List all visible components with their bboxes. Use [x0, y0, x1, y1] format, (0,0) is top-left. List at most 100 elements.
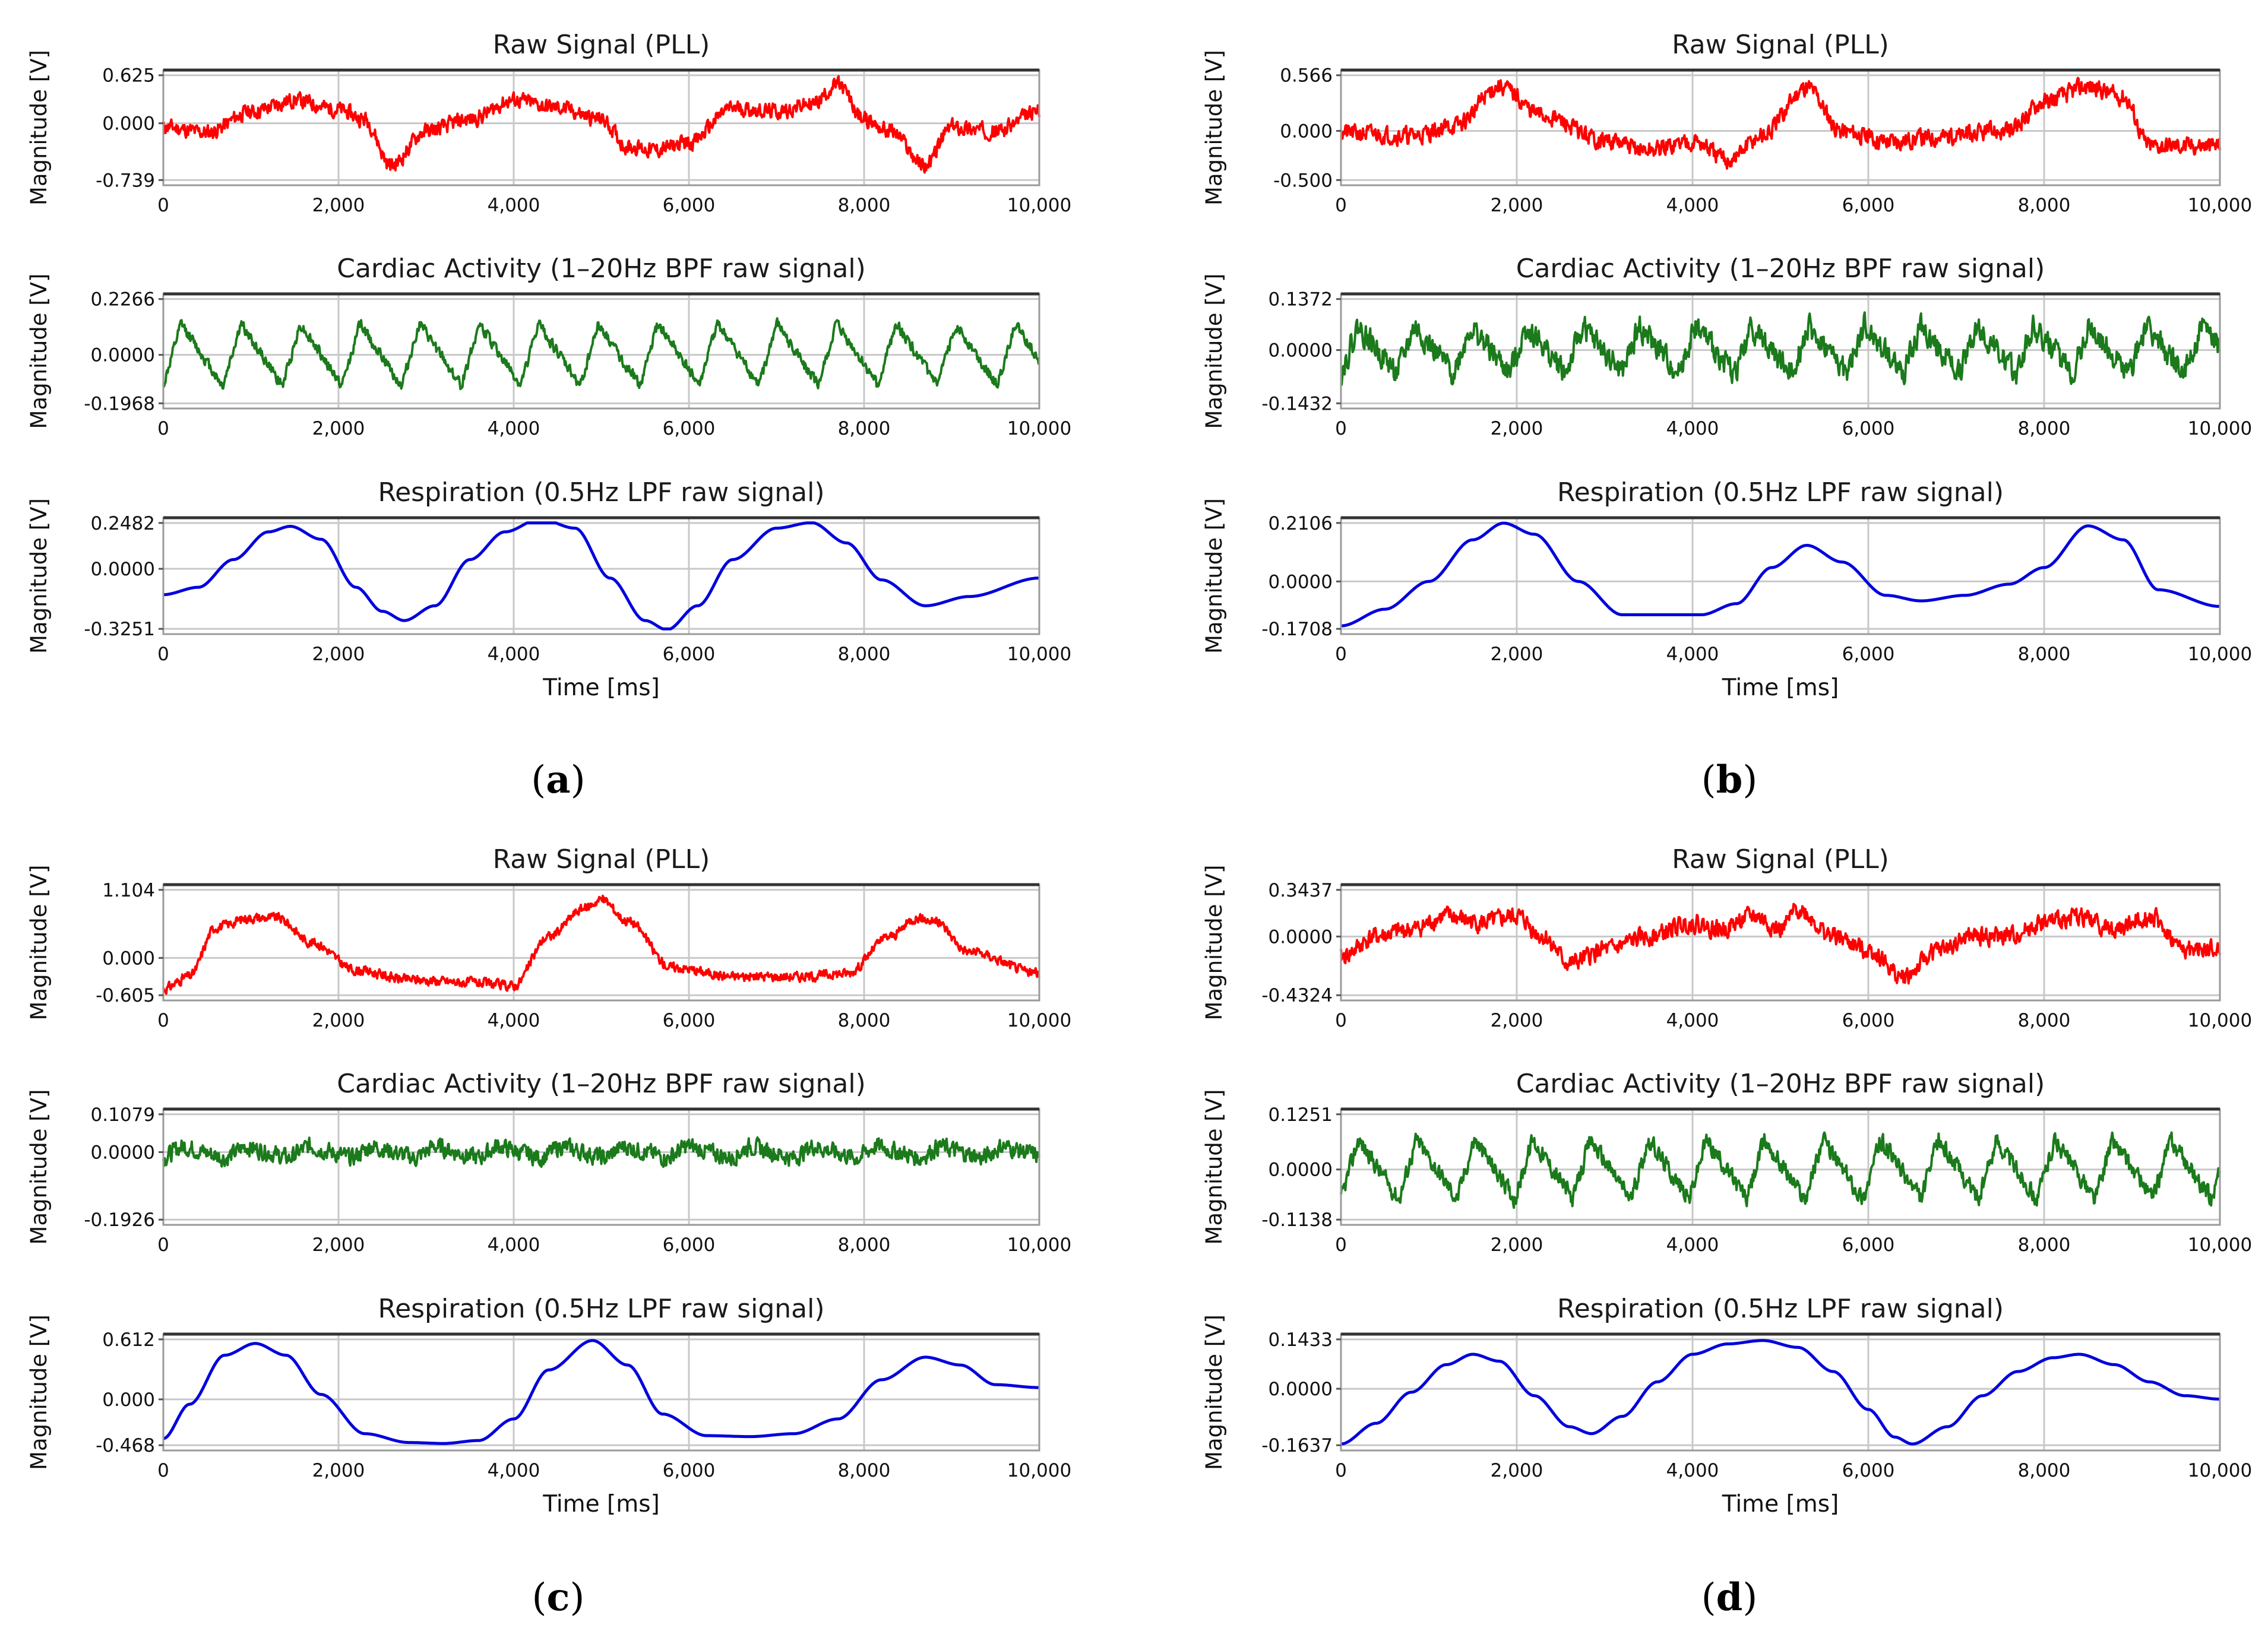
x-tick-label: 2,000: [312, 418, 365, 439]
x-tick-label: 6,000: [663, 1234, 716, 1256]
x-tick-label: 4,000: [488, 644, 540, 665]
subplot-title: Cardiac Activity (1–20Hz BPF raw signal): [337, 254, 866, 284]
x-tick-label: 4,000: [1666, 1460, 1719, 1481]
y-axis-label: Magnitude [V]: [1201, 50, 1227, 205]
x-tick-label: 4,000: [488, 1010, 540, 1031]
x-tick-label: 10,000: [1007, 195, 1071, 216]
x-tick-label: 2,000: [312, 1010, 365, 1031]
x-axis-label: Time [ms]: [1722, 674, 1839, 701]
subplot-title: Raw Signal (PLL): [493, 30, 710, 60]
x-tick-label: 8,000: [838, 195, 891, 216]
y-tick-label: -0.605: [96, 985, 155, 1006]
y-tick-label: 0.000: [102, 1389, 155, 1411]
x-tick-label: 10,000: [1007, 418, 1071, 439]
y-tick-label: 0.1433: [1269, 1329, 1333, 1351]
x-tick-label: 10,000: [2188, 644, 2252, 665]
subplot-title: Cardiac Activity (1–20Hz BPF raw signal): [1516, 254, 2045, 284]
x-tick-label: 2,000: [312, 1234, 365, 1256]
x-tick-label: 0: [157, 418, 169, 439]
y-tick-label: 1.104: [102, 880, 155, 901]
y-tick-label: -0.1432: [1261, 393, 1333, 414]
subplot-title: Respiration (0.5Hz LPF raw signal): [1557, 477, 2004, 508]
x-tick-label: 8,000: [838, 1010, 891, 1031]
x-tick-label: 0: [157, 195, 169, 216]
subplot-a-2: Cardiac Activity (1–20Hz BPF raw signal)…: [26, 254, 1071, 439]
x-tick-label: 6,000: [1842, 1460, 1895, 1481]
y-tick-label: -0.1968: [84, 393, 155, 414]
x-tick-label: 6,000: [1842, 644, 1895, 665]
x-tick-label: 2,000: [1491, 418, 1543, 439]
panel-labels: (a) (b) (c) (d): [531, 758, 1757, 1620]
x-tick-label: 8,000: [2018, 1234, 2071, 1256]
subplot-title: Respiration (0.5Hz LPF raw signal): [378, 1294, 824, 1324]
plot-area: [163, 294, 1039, 408]
x-tick-label: 0: [1335, 1010, 1347, 1031]
y-tick-label: 0.000: [102, 948, 155, 969]
data-line: [1340, 902, 2221, 985]
x-tick-label: 4,000: [1666, 1010, 1719, 1031]
y-tick-label: 0.1251: [1269, 1104, 1333, 1126]
x-tick-label: 6,000: [663, 1460, 716, 1481]
plot-area: [163, 518, 1039, 634]
y-axis-label: Magnitude [V]: [26, 1315, 52, 1470]
plot-area: [1341, 1334, 2220, 1450]
y-tick-label: -0.500: [1273, 170, 1333, 191]
y-axis-label: Magnitude [V]: [1201, 865, 1227, 1021]
y-tick-label: 0.0000: [1269, 1160, 1333, 1181]
subplot-title: Raw Signal (PLL): [493, 844, 710, 875]
plot-area: [163, 1334, 1039, 1450]
x-tick-label: 0: [157, 1010, 169, 1031]
x-tick-label: 0: [1335, 1234, 1347, 1256]
x-tick-label: 2,000: [1491, 1010, 1543, 1031]
y-tick-label: 0.2482: [91, 513, 155, 534]
x-tick-label: 4,000: [1666, 1234, 1719, 1256]
subplot-title: Cardiac Activity (1–20Hz BPF raw signal): [337, 1069, 866, 1099]
plot-area: [1341, 885, 2220, 1000]
x-tick-label: 6,000: [663, 644, 716, 665]
x-tick-label: 0: [1335, 418, 1347, 439]
y-tick-label: -0.3251: [84, 619, 155, 640]
x-tick-label: 0: [1335, 644, 1347, 665]
data-line: [1340, 1339, 2221, 1446]
x-tick-label: 8,000: [2018, 195, 2071, 216]
y-axis-label: Magnitude [V]: [1201, 274, 1227, 429]
x-tick-label: 6,000: [1842, 1010, 1895, 1031]
y-tick-label: 0.3437: [1269, 880, 1333, 901]
y-tick-label: -0.1708: [1261, 619, 1333, 640]
data-line: [162, 317, 1040, 391]
data-line: [1340, 521, 2221, 628]
y-tick-label: 0.0000: [1269, 571, 1333, 593]
data-line: [162, 521, 1040, 631]
x-tick-label: 2,000: [1491, 195, 1543, 216]
y-tick-label: 0.0000: [1269, 340, 1333, 362]
y-axis-label: Magnitude [V]: [1201, 1315, 1227, 1470]
plot-area: [163, 885, 1039, 1000]
x-tick-label: 6,000: [1842, 195, 1895, 216]
x-tick-label: 6,000: [663, 418, 716, 439]
subplot-title: Cardiac Activity (1–20Hz BPF raw signal): [1516, 1069, 2045, 1099]
subplot-c-3: Respiration (0.5Hz LPF raw signal) 0.612 0…: [26, 1294, 1071, 1518]
subplot-b-2: Cardiac Activity (1–20Hz BPF raw signal)…: [1201, 254, 2252, 439]
x-tick-label: 2,000: [1491, 1234, 1543, 1256]
y-tick-label: -0.468: [96, 1435, 155, 1456]
x-tick-label: 10,000: [2188, 1460, 2252, 1481]
panel-label-d: (d): [1701, 1575, 1758, 1620]
x-tick-label: 8,000: [838, 1460, 891, 1481]
y-tick-label: -0.4324: [1261, 985, 1333, 1006]
plot-area: [163, 1109, 1039, 1225]
x-tick-label: 8,000: [2018, 1460, 2071, 1481]
y-tick-label: 0.0000: [91, 1142, 155, 1163]
panel-label-c: (c): [532, 1575, 585, 1620]
x-tick-label: 4,000: [488, 195, 540, 216]
y-tick-label: 0.612: [102, 1329, 155, 1351]
subplot-title: Respiration (0.5Hz LPF raw signal): [1557, 1294, 2004, 1324]
y-axis-label: Magnitude [V]: [26, 50, 52, 205]
data-line: [1340, 77, 2221, 170]
y-tick-label: 0.1372: [1269, 289, 1333, 311]
